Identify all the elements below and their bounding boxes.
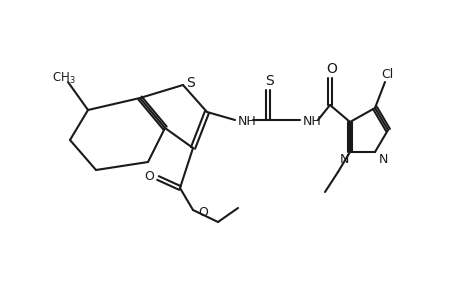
Text: O: O — [144, 169, 154, 182]
Text: O: O — [326, 62, 337, 76]
Text: NH: NH — [302, 115, 321, 128]
Text: S: S — [186, 76, 195, 90]
Text: O: O — [198, 206, 207, 218]
Text: S: S — [265, 74, 274, 88]
Text: Cl: Cl — [380, 68, 392, 80]
Text: N: N — [377, 152, 387, 166]
Text: CH$_3$: CH$_3$ — [52, 70, 76, 86]
Text: N: N — [339, 152, 348, 166]
Text: NH: NH — [237, 115, 256, 128]
